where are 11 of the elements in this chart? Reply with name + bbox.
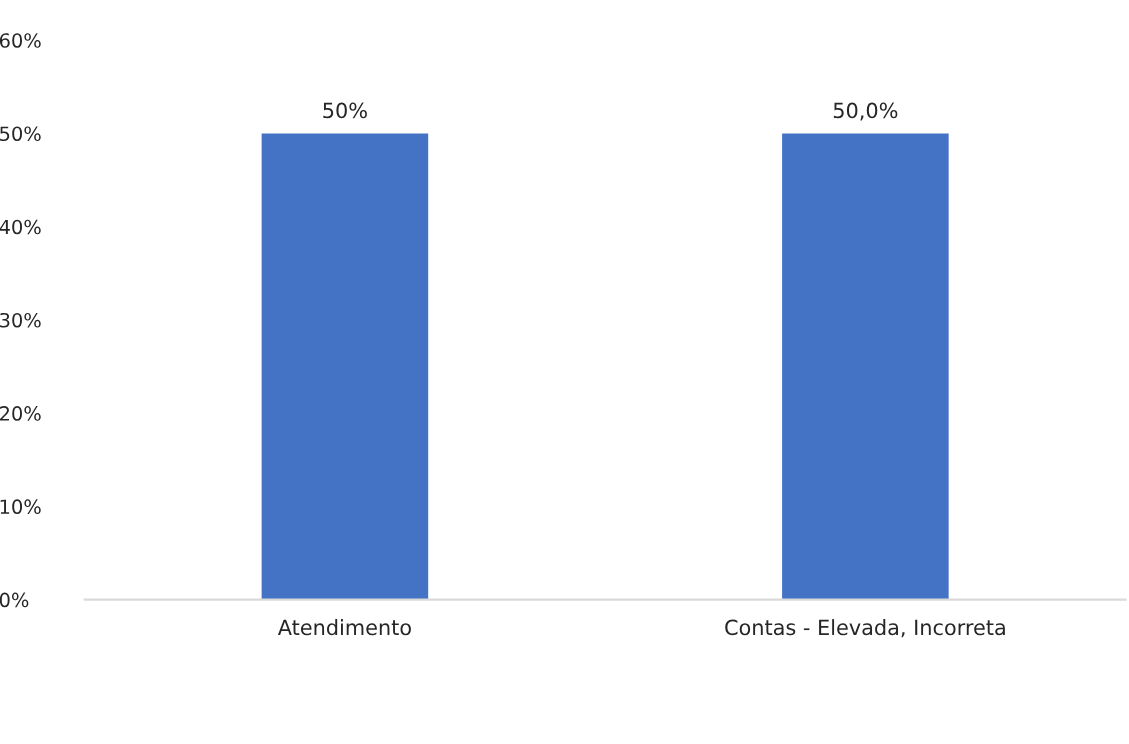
y-tick-label: 30%: [0, 312, 41, 328]
y-tick-label: 0%: [0, 592, 29, 608]
y-tick-label: 20%: [0, 406, 41, 421]
y-tick-label: 60%: [0, 33, 41, 48]
data-label: 50,0%: [833, 102, 898, 121]
data-label: 50%: [323, 102, 367, 119]
x-tick-label: Atendimento: [277, 619, 411, 636]
y-tick-label: 40%: [0, 219, 41, 235]
x-tick-label: Contas - Elevada, Incorreta: [725, 619, 1005, 638]
y-tick-label: 10%: [0, 499, 41, 515]
y-tick-label: 50%: [0, 126, 41, 142]
